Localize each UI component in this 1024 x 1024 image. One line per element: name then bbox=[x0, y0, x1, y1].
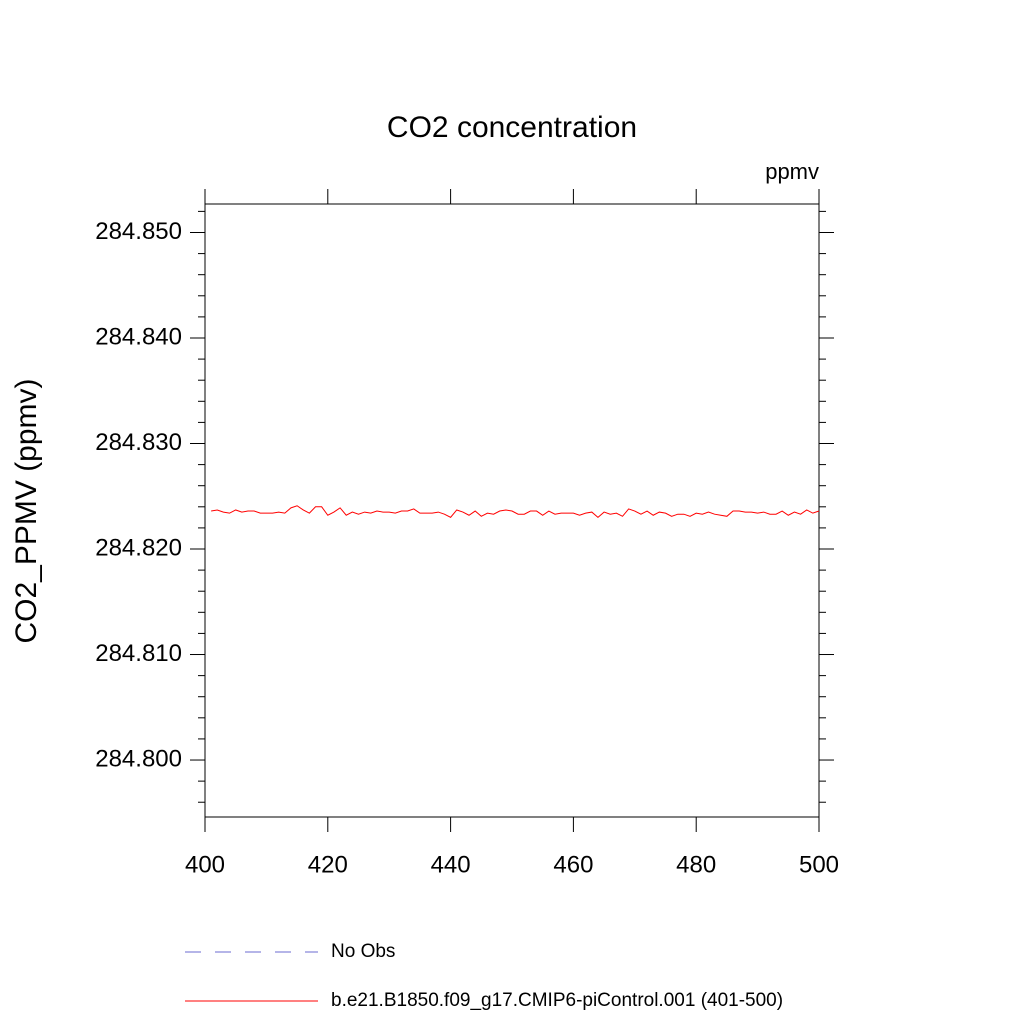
x-tick-label: 440 bbox=[431, 851, 471, 878]
y-tick-label: 284.820 bbox=[95, 534, 182, 561]
x-tick-label: 480 bbox=[676, 851, 716, 878]
x-tick-label: 420 bbox=[308, 851, 348, 878]
y-tick-label: 284.850 bbox=[95, 218, 182, 245]
y-tick-label: 284.800 bbox=[95, 745, 182, 772]
chart-subtitle: ppmv bbox=[765, 159, 819, 184]
legend-label: b.e21.B1850.f09_g17.CMIP6-piControl.001 … bbox=[331, 990, 783, 1011]
x-tick-label: 460 bbox=[553, 851, 593, 878]
chart-title: CO2 concentration bbox=[387, 111, 637, 144]
y-tick-label: 284.830 bbox=[95, 429, 182, 456]
x-tick-label: 400 bbox=[185, 851, 225, 878]
x-tick-label: 500 bbox=[799, 851, 839, 878]
y-axis-label: CO2_PPMV (ppmv) bbox=[10, 378, 43, 643]
legend-label: No Obs bbox=[331, 941, 395, 962]
plot-frame bbox=[204, 203, 820, 818]
y-tick-label: 284.810 bbox=[95, 640, 182, 667]
data-line bbox=[211, 505, 820, 519]
y-tick-label: 284.840 bbox=[95, 323, 182, 350]
